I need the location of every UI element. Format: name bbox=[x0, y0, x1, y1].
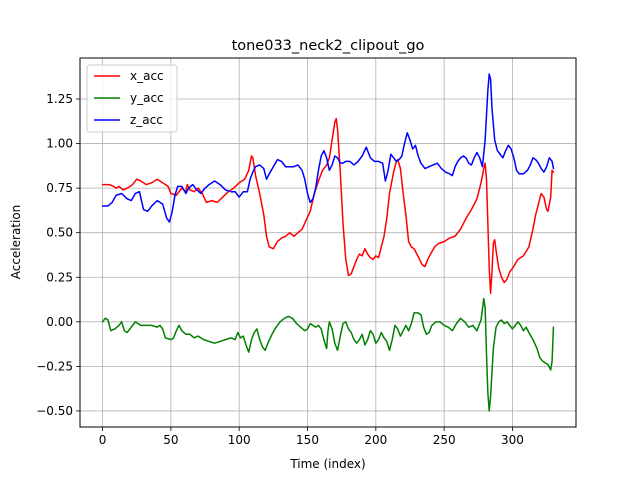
y-tick-label: 0.75 bbox=[46, 181, 73, 195]
legend-label: z_acc bbox=[130, 113, 163, 127]
legend-label: x_acc bbox=[130, 69, 164, 83]
legend-label: y_acc bbox=[130, 91, 164, 105]
y-tick-label: −0.25 bbox=[36, 359, 73, 373]
y-tick-label: −0.50 bbox=[36, 404, 73, 418]
x-tick-label: 50 bbox=[163, 433, 178, 447]
y-tick-label: 0.00 bbox=[46, 315, 73, 329]
chart-title: tone033_neck2_clipout_go bbox=[232, 38, 425, 54]
series-line-x-acc bbox=[101, 117, 555, 295]
x-tick-label: 300 bbox=[501, 433, 524, 447]
ticks: 0 50 100 150 200 250 300 −0.50 −0.25 0.00 0.25 0.50… bbox=[36, 92, 524, 447]
x-tick-label: 100 bbox=[228, 433, 251, 447]
x-tick-label: 0 bbox=[99, 433, 107, 447]
series-line-y-acc bbox=[101, 297, 555, 412]
grid bbox=[80, 58, 576, 427]
y-axis-label: Acceleration bbox=[9, 205, 23, 280]
x-tick-label: 150 bbox=[296, 433, 319, 447]
x-axis-label: Time (index) bbox=[289, 457, 365, 471]
series-group bbox=[101, 73, 555, 412]
plot-frame bbox=[79, 57, 577, 428]
y-tick-label: 1.00 bbox=[46, 137, 73, 151]
x-tick-label: 200 bbox=[364, 433, 387, 447]
legend-box bbox=[86, 64, 178, 133]
legend: x_acc y_acc z_acc bbox=[86, 64, 178, 133]
series-line-z-acc bbox=[101, 73, 555, 223]
y-tick-label: 1.25 bbox=[46, 92, 73, 106]
y-tick-label: 0.25 bbox=[46, 270, 73, 284]
x-tick-label: 250 bbox=[433, 433, 456, 447]
y-tick-label: 0.50 bbox=[46, 226, 73, 240]
